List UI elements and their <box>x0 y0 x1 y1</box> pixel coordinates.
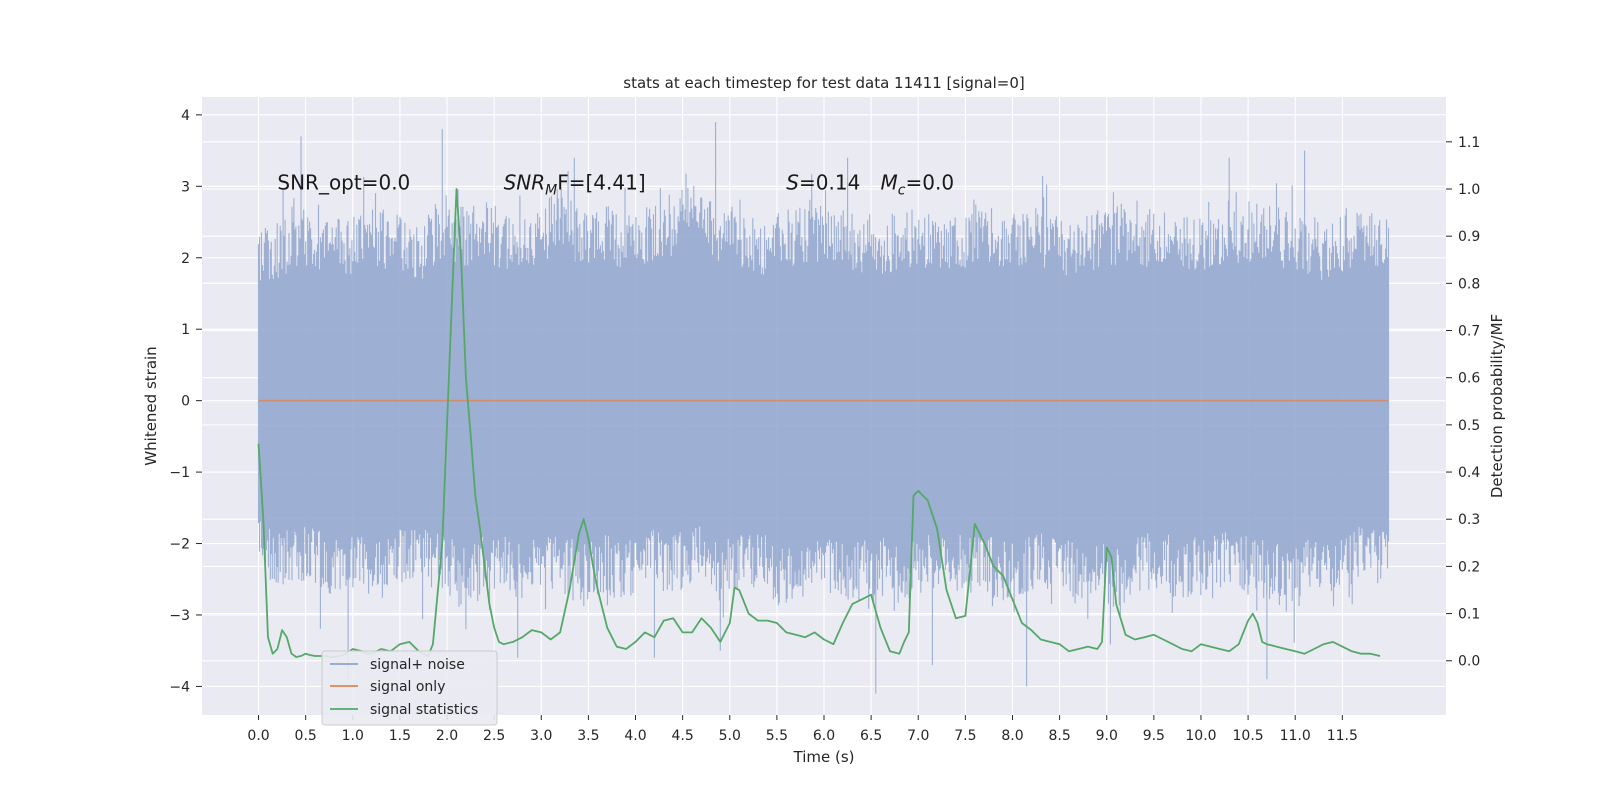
y-tick-label: −1 <box>169 465 190 481</box>
legend-label-signal-noise: signal+ noise <box>370 657 465 673</box>
x-tick-label: 0.5 <box>295 728 317 744</box>
y2-axis-label: Detection probability/MF <box>1488 314 1506 498</box>
y2-tick-label: 0.1 <box>1458 607 1480 623</box>
x-tick-label: 8.0 <box>1001 728 1023 744</box>
legend-label-signal-statistics: signal statistics <box>370 702 478 718</box>
x-tick-label: 10.5 <box>1233 728 1264 744</box>
x-tick-label: 5.5 <box>766 728 788 744</box>
annotation-s: S=0.14 <box>786 171 860 195</box>
y2-tick-label: 0.3 <box>1458 512 1480 528</box>
legend-box <box>321 650 498 726</box>
annotation-snr-mf: SNRMF=[4.41] <box>504 171 646 199</box>
x-tick-label: 3.5 <box>577 728 599 744</box>
x-tick-label: 6.0 <box>813 728 835 744</box>
x-tick-label: 4.0 <box>624 728 646 744</box>
legend: signal+ noise signal only signal statist… <box>321 650 498 726</box>
x-tick-label: 7.0 <box>907 728 929 744</box>
y2-tick-label: 0.2 <box>1458 559 1480 575</box>
x-tick-label: 3.0 <box>530 728 552 744</box>
chart-title: stats at each timestep for test data 114… <box>623 74 1024 92</box>
y-tick-label: 0 <box>181 394 190 410</box>
series-signal-statistics <box>257 188 1381 658</box>
x-axis-label: Time (s) <box>793 748 855 766</box>
x-tick-label: 2.0 <box>436 728 458 744</box>
y-tick-label: −3 <box>169 608 190 624</box>
y2-tick-label: 0.7 <box>1458 324 1480 340</box>
y2-tick-labels: 0.0 0.1 0.2 0.3 0.4 0.5 0.6 0.7 0.8 0.9 1.0 1.1 <box>1446 135 1480 670</box>
y-axis-label: Whitened strain <box>142 346 160 465</box>
x-tick-label: 11.5 <box>1327 728 1358 744</box>
x-tick-label: 10.0 <box>1185 728 1216 744</box>
y2-tick-label: 0.5 <box>1458 418 1480 434</box>
x-tick-label: 9.5 <box>1143 728 1165 744</box>
x-tick-label: 9.0 <box>1096 728 1118 744</box>
x-tick-label: 1.0 <box>342 728 364 744</box>
annotation-snr-opt: SNR_opt=0.0 <box>277 171 410 195</box>
x-tick-label: 6.5 <box>860 728 882 744</box>
y-tick-label: −4 <box>169 679 190 695</box>
x-tick-label: 1.5 <box>389 728 411 744</box>
y2-tick-label: 0.9 <box>1458 229 1480 245</box>
y2-tick-label: 1.1 <box>1458 135 1480 151</box>
x-tick-labels: 0.0 0.5 1.0 1.5 2.0 2.5 3.0 3.5 4.0 4.5 5.0 5.5 6.0 6… <box>247 715 1358 744</box>
annotations: SNR_opt=0.0 SNRMF=[4.41] S=0.14 Mc=0.0 <box>277 171 954 199</box>
y2-tick-label: 1.0 <box>1458 182 1480 198</box>
y-tick-labels: −4 −3 −2 −1 0 1 2 3 4 <box>169 108 202 695</box>
y-tick-label: 3 <box>181 179 190 195</box>
y-tick-label: 4 <box>181 108 190 124</box>
legend-label-signal-only: signal only <box>370 679 445 695</box>
y2-tick-label: 0.6 <box>1458 371 1480 387</box>
x-tick-label: 11.0 <box>1280 728 1311 744</box>
annotation-mc: Mc=0.0 <box>881 171 955 199</box>
y2-tick-label: 0.8 <box>1458 276 1480 292</box>
y-tick-label: 1 <box>181 322 190 338</box>
x-tick-label: 5.0 <box>719 728 741 744</box>
x-tick-label: 0.0 <box>247 728 269 744</box>
x-tick-label: 2.5 <box>483 728 505 744</box>
y-tick-label: −2 <box>169 537 190 553</box>
y2-tick-label: 0.0 <box>1458 654 1480 670</box>
lines-layer <box>257 188 1389 658</box>
x-tick-label: 4.5 <box>672 728 694 744</box>
x-tick-label: 7.5 <box>954 728 976 744</box>
y2-tick-label: 0.4 <box>1458 465 1480 481</box>
x-tick-label: 8.5 <box>1048 728 1070 744</box>
y-tick-label: 2 <box>181 251 190 267</box>
